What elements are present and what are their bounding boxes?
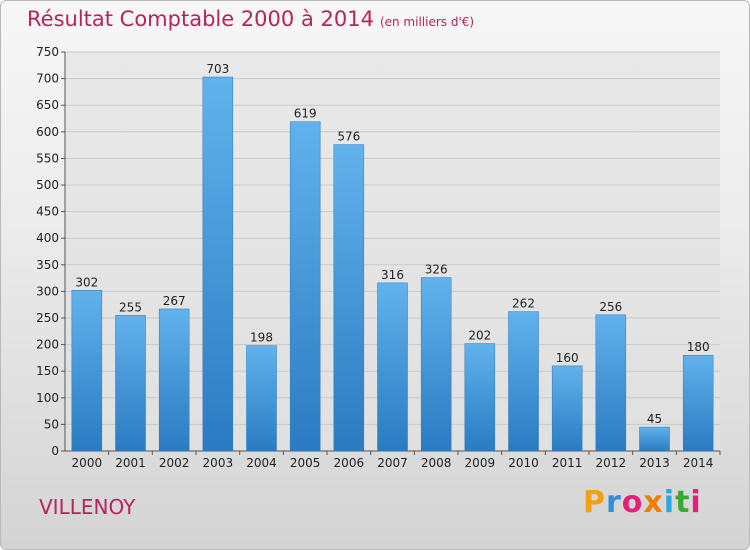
chart-title: Résultat Comptable 2000 à 2014 (en millie… — [27, 7, 474, 31]
bar-value-label: 703 — [206, 62, 229, 76]
bar — [71, 290, 103, 452]
bar-value-label: 202 — [468, 329, 491, 343]
y-tick-label: 700 — [36, 72, 59, 86]
x-tick-label: 2011 — [552, 456, 583, 470]
y-tick-label: 50 — [44, 417, 59, 431]
x-tick-label: 2014 — [683, 456, 714, 470]
x-tick-label: 2005 — [290, 456, 321, 470]
logo-letter: i — [690, 485, 702, 520]
bar-value-label: 576 — [337, 130, 360, 144]
place-name: VILLENOY — [39, 495, 136, 519]
x-tick-label: 2003 — [203, 456, 234, 470]
bar-value-label: 255 — [119, 300, 142, 314]
x-tick-label: 2010 — [508, 456, 539, 470]
bar-value-label: 302 — [75, 275, 98, 289]
logo-letter: r — [606, 485, 622, 520]
bar — [420, 277, 452, 452]
y-tick-label: 150 — [36, 364, 59, 378]
x-tick-label: 2006 — [334, 456, 365, 470]
bar-value-label: 619 — [294, 107, 317, 121]
bar-value-label: 160 — [556, 351, 579, 365]
x-tick-label: 2001 — [115, 456, 146, 470]
bar — [508, 311, 539, 452]
y-tick-label: 250 — [36, 311, 59, 325]
y-tick-label: 350 — [36, 258, 59, 272]
bar-value-label: 326 — [425, 263, 448, 277]
bar — [246, 345, 277, 452]
y-tick-label: 400 — [36, 231, 59, 245]
proxiti-logo: Proxiti — [583, 485, 702, 520]
bar — [464, 343, 496, 452]
bar — [333, 144, 365, 452]
logo-letter: i — [663, 485, 676, 520]
logo-letter: o — [621, 485, 644, 520]
bar-value-label: 267 — [163, 294, 186, 308]
x-tick-label: 2012 — [596, 456, 627, 470]
x-tick-label: 2007 — [377, 456, 408, 470]
logo-letter: P — [583, 485, 606, 520]
bar — [289, 121, 321, 452]
bar-value-label: 256 — [599, 300, 622, 314]
y-tick-label: 750 — [36, 45, 59, 59]
chart-title-text: Résultat Comptable 2000 à 2014 — [27, 7, 374, 31]
logo-letter: t — [675, 485, 691, 520]
bar-value-label: 180 — [687, 340, 710, 354]
y-tick-label: 300 — [36, 284, 59, 298]
bar — [595, 314, 627, 452]
bar — [551, 365, 583, 452]
y-tick-label: 0 — [51, 444, 59, 458]
x-tick-label: 2008 — [421, 456, 452, 470]
bar — [377, 282, 408, 452]
y-tick-label: 450 — [36, 205, 59, 219]
bar-value-label: 198 — [250, 331, 273, 345]
bar — [639, 426, 670, 452]
y-tick-label: 550 — [36, 151, 59, 165]
bar-value-label: 316 — [381, 268, 404, 282]
x-tick-label: 2013 — [639, 456, 670, 470]
chart-subtitle: (en milliers d'€) — [379, 15, 475, 29]
bar — [202, 76, 234, 452]
bar-value-label: 262 — [512, 297, 535, 311]
x-tick-label: 2009 — [465, 456, 496, 470]
y-tick-label: 100 — [36, 391, 59, 405]
x-tick-label: 2000 — [72, 456, 103, 470]
y-tick-label: 600 — [36, 125, 59, 139]
y-tick-label: 200 — [36, 338, 59, 352]
y-tick-label: 650 — [36, 98, 59, 112]
bar — [682, 354, 714, 452]
y-tick-label: 500 — [36, 178, 59, 192]
bar — [158, 308, 190, 452]
x-tick-label: 2002 — [159, 456, 190, 470]
bar — [115, 315, 146, 452]
logo-letter: x — [643, 485, 664, 520]
x-tick-label: 2004 — [246, 456, 277, 470]
bar-value-label: 45 — [647, 412, 662, 426]
